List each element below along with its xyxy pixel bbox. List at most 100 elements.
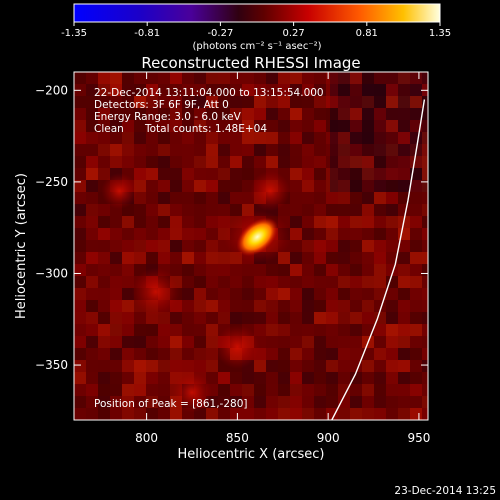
texture-cell: [338, 228, 350, 240]
colorbar-tick-label: -0.81: [134, 28, 160, 39]
texture-cell: [158, 72, 170, 84]
texture-cell: [290, 204, 302, 216]
texture-cell: [146, 156, 158, 168]
texture-cell: [350, 348, 362, 360]
texture-cell: [290, 264, 302, 276]
texture-cell: [290, 336, 302, 348]
texture-cell: [134, 168, 146, 180]
texture-cell: [122, 360, 134, 372]
texture-cell: [74, 216, 86, 228]
texture-cell: [134, 312, 146, 324]
texture-cell: [206, 192, 218, 204]
texture-cell: [86, 204, 98, 216]
texture-cell: [326, 240, 338, 252]
texture-cell: [338, 192, 350, 204]
texture-cell: [314, 384, 326, 396]
texture-cell: [230, 372, 242, 384]
colorbar-tick-label: 0.27: [282, 28, 304, 39]
texture-cell: [362, 180, 374, 192]
texture-cell: [362, 228, 374, 240]
texture-cell: [266, 348, 278, 360]
texture-cell: [422, 264, 428, 276]
texture-cell: [98, 228, 110, 240]
texture-cell: [266, 312, 278, 324]
texture-cell: [350, 168, 362, 180]
texture-cell: [290, 252, 302, 264]
texture-cell: [158, 144, 170, 156]
texture-cell: [146, 408, 158, 420]
texture-cell: [422, 240, 428, 252]
texture-cell: [350, 156, 362, 168]
texture-cell: [278, 324, 290, 336]
texture-cell: [98, 264, 110, 276]
texture-cell: [254, 288, 266, 300]
texture-cell: [242, 144, 254, 156]
texture-cell: [194, 108, 206, 120]
texture-cell: [242, 396, 254, 408]
texture-cell: [254, 72, 266, 84]
texture-cell: [146, 204, 158, 216]
texture-cell: [350, 132, 362, 144]
texture-cell: [326, 384, 338, 396]
colorbar-tick-label: -0.27: [207, 28, 233, 39]
texture-cell: [314, 216, 326, 228]
texture-cell: [230, 132, 242, 144]
texture-cell: [338, 288, 350, 300]
texture-cell: [158, 252, 170, 264]
texture-cell: [362, 276, 374, 288]
texture-cell: [254, 84, 266, 96]
texture-cell: [98, 384, 110, 396]
texture-cell: [386, 108, 398, 120]
texture-cell: [350, 204, 362, 216]
texture-cell: [386, 360, 398, 372]
texture-cell: [386, 96, 398, 108]
texture-cell: [326, 156, 338, 168]
texture-cell: [134, 216, 146, 228]
texture-cell: [146, 132, 158, 144]
texture-cell: [422, 192, 428, 204]
texture-cell: [302, 168, 314, 180]
texture-cell: [362, 192, 374, 204]
texture-cell: [290, 144, 302, 156]
texture-cell: [362, 96, 374, 108]
texture-cell: [206, 228, 218, 240]
texture-cell: [86, 408, 98, 420]
texture-cell: [74, 252, 86, 264]
texture-cell: [158, 192, 170, 204]
texture-cell: [182, 288, 194, 300]
texture-cell: [146, 396, 158, 408]
texture-cell: [410, 276, 422, 288]
texture-cell: [398, 396, 410, 408]
texture-cell: [98, 240, 110, 252]
texture-cell: [278, 108, 290, 120]
texture-cell: [398, 108, 410, 120]
texture-cell: [134, 336, 146, 348]
texture-cell: [422, 360, 428, 372]
texture-cell: [206, 264, 218, 276]
texture-cell: [254, 132, 266, 144]
colorbar-unit-label: (photons cm⁻² s⁻¹ asec⁻²): [192, 41, 321, 52]
texture-cell: [182, 156, 194, 168]
texture-cell: [134, 96, 146, 108]
texture-cell: [110, 300, 122, 312]
texture-cell: [386, 144, 398, 156]
texture-cell: [74, 372, 86, 384]
texture-cell: [230, 396, 242, 408]
texture-cell: [314, 228, 326, 240]
texture-cell: [86, 192, 98, 204]
texture-cell: [374, 288, 386, 300]
texture-cell: [326, 348, 338, 360]
texture-cell: [422, 72, 428, 84]
texture-cell: [254, 120, 266, 132]
texture-cell: [314, 108, 326, 120]
texture-cell: [122, 108, 134, 120]
texture-cell: [158, 384, 170, 396]
texture-cell: [362, 156, 374, 168]
texture-cell: [170, 72, 182, 84]
texture-cell: [410, 312, 422, 324]
texture-cell: [122, 408, 134, 420]
texture-cell: [194, 300, 206, 312]
texture-cell: [182, 96, 194, 108]
texture-cell: [338, 360, 350, 372]
texture-cell: [266, 96, 278, 108]
